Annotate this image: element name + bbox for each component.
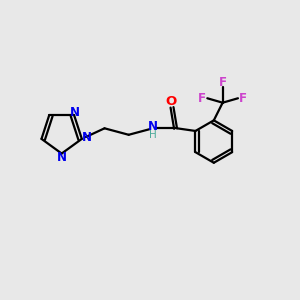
Text: F: F	[239, 92, 247, 105]
Text: F: F	[198, 92, 206, 105]
Text: N: N	[57, 151, 67, 164]
Text: N: N	[70, 106, 80, 119]
Text: H: H	[149, 130, 157, 140]
Text: N: N	[82, 131, 92, 144]
Text: N: N	[148, 120, 158, 133]
Text: F: F	[219, 76, 226, 88]
Text: O: O	[166, 95, 177, 108]
